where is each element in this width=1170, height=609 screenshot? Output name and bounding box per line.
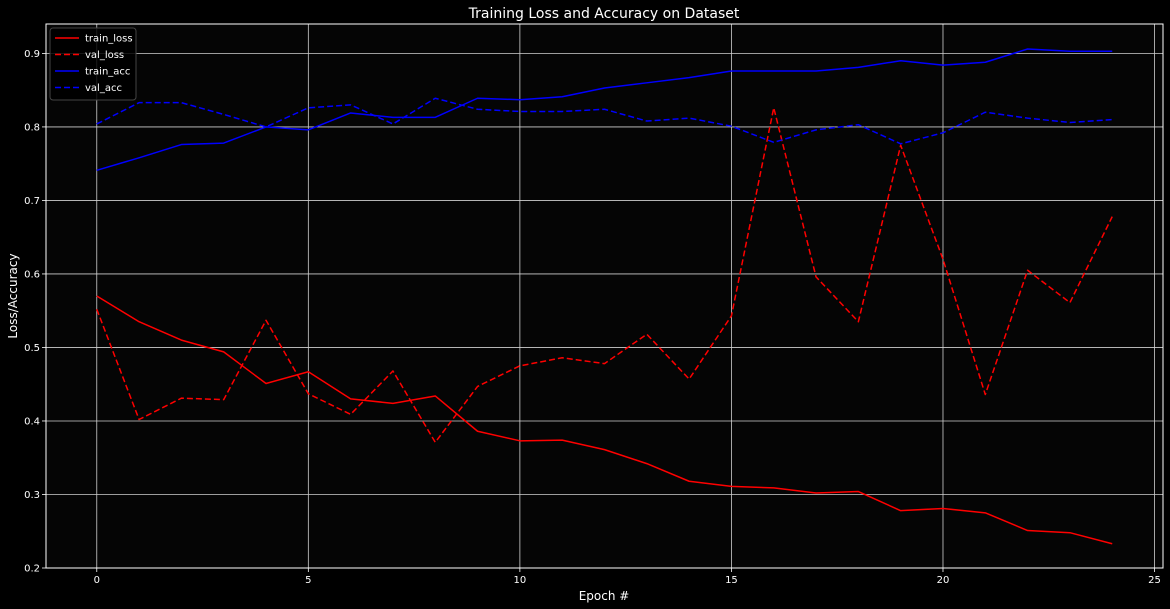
series-line-val-loss: [96, 107, 1113, 444]
axes-frame: [45, 23, 1164, 569]
y-tick-label: 0.4: [24, 416, 40, 427]
series-lines: [96, 48, 1113, 545]
y-tick-label: 0.6: [24, 269, 40, 280]
x-tick-label: 10: [514, 575, 527, 586]
legend-label: val_acc: [85, 83, 122, 94]
y-tick-label: 0.7: [24, 196, 40, 207]
y-tick-label: 0.2: [24, 564, 40, 575]
chart-title: Training Loss and Accuracy on Dataset: [468, 6, 740, 22]
y-tick-label: 0.3: [24, 490, 40, 501]
legend-label: val_loss: [85, 50, 124, 61]
x-tick-label: 15: [725, 575, 738, 586]
series-line-val-acc: [96, 97, 1113, 145]
legend-label: train_loss: [85, 34, 133, 45]
x-tick-label: 5: [305, 575, 311, 586]
x-tick-label: 25: [1148, 575, 1161, 586]
y-tick-label: 0.8: [24, 122, 40, 133]
axes: 0 5 10 15 20 25 0.2 0.3 0.4 0.5 0.6 0.7 0.8 0.9: [24, 23, 1164, 586]
x-axis-title: Epoch #: [579, 589, 630, 603]
x-tick-label: 20: [937, 575, 950, 586]
x-tick-label: 0: [94, 575, 100, 586]
series-line-train-acc: [96, 48, 1113, 172]
legend: train_loss val_loss train_acc val_acc: [49, 27, 137, 101]
plot-area: [46, 24, 1163, 568]
y-tick-label: 0.9: [24, 49, 40, 60]
y-axis-title: Loss/Accuracy: [6, 253, 20, 338]
legend-box: [49, 27, 137, 101]
legend-label: train_acc: [85, 67, 130, 78]
series-line-train-loss: [96, 295, 1113, 545]
y-tick-label: 0.5: [24, 343, 40, 354]
